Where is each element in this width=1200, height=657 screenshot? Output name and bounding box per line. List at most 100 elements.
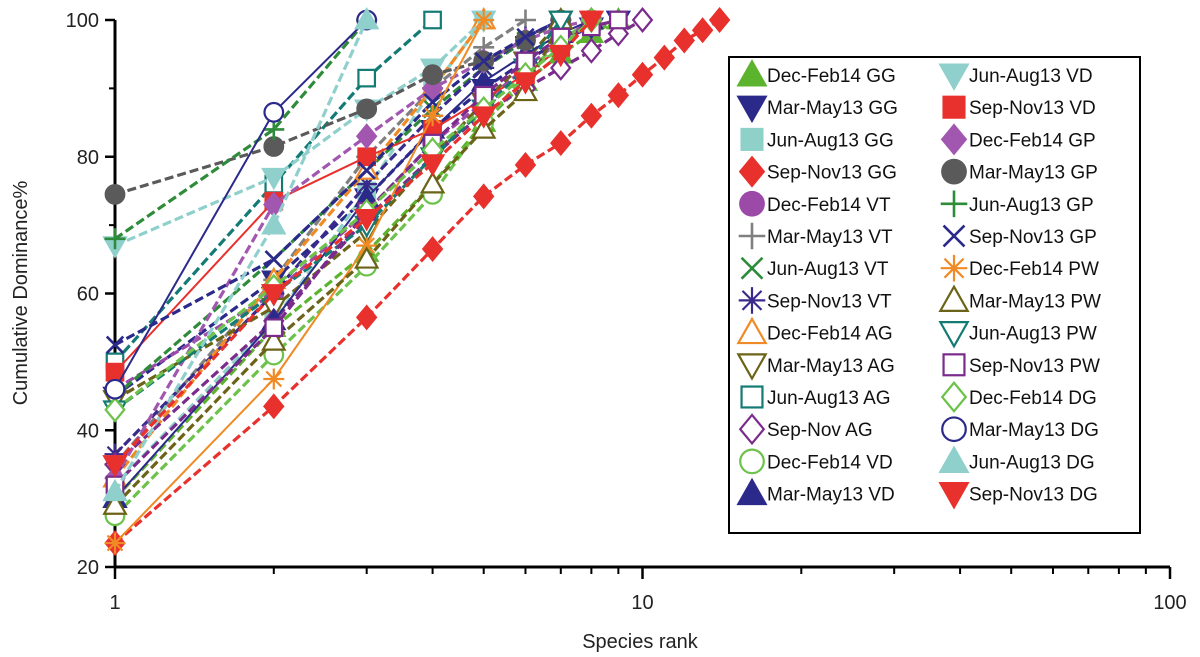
- data-point: [548, 44, 574, 68]
- x-tick-label: 1: [109, 592, 120, 614]
- series-line: [113, 19, 485, 487]
- y-tick-label: 20: [77, 557, 99, 579]
- data-point: [264, 318, 284, 338]
- legend-marker: [739, 190, 765, 217]
- data-point: [550, 54, 572, 81]
- x-tick-label: 100: [1153, 592, 1186, 614]
- legend-item: Sep-Nov13 GP: [942, 224, 1097, 248]
- legend-marker: [942, 224, 966, 248]
- data-point: [102, 492, 128, 515]
- series-line: [113, 18, 562, 398]
- data-point: [355, 123, 378, 150]
- series-27: [102, 10, 605, 478]
- data-point: [104, 183, 126, 205]
- data-point: [691, 17, 714, 44]
- data-point: [580, 37, 603, 64]
- legend-marker: [736, 353, 768, 381]
- legend-marker: [738, 413, 766, 446]
- data-point: [609, 10, 628, 30]
- data-point: [421, 236, 444, 263]
- legend-marker: [740, 127, 764, 151]
- legend-label: Mar-May13 GG: [767, 98, 898, 119]
- data-point: [355, 304, 378, 331]
- legend-marker: [738, 287, 766, 314]
- data-point: [607, 20, 630, 47]
- data-point: [263, 368, 285, 390]
- legend-item: Mar-May13 DG: [941, 416, 1099, 443]
- legend-label: Mar-May13 GP: [969, 163, 1098, 184]
- legend-marker: [740, 385, 764, 409]
- legend-marker: [940, 123, 968, 156]
- data-point: [264, 250, 283, 269]
- legend-marker: [738, 222, 766, 250]
- legend-item: Jun-Aug13 VT: [740, 256, 889, 280]
- legend-label: Jun-Aug13 GP: [969, 195, 1094, 216]
- data-point: [263, 136, 285, 157]
- data-point: [357, 68, 377, 88]
- data-point: [263, 393, 285, 420]
- series-20: [104, 9, 495, 554]
- data-point: [261, 328, 287, 351]
- data-point: [550, 130, 572, 157]
- data-point: [105, 335, 125, 354]
- legend-marker: [940, 381, 968, 413]
- data-point: [102, 455, 128, 478]
- legend-label: Sep-Nov13 DG: [969, 485, 1098, 506]
- legend-item: Jun-Aug13 DG: [938, 445, 1095, 473]
- legend-item: Dec-Feb14 VD: [739, 448, 893, 475]
- legend-item: Sep-Nov13 GG: [738, 155, 897, 188]
- y-tick-label: 60: [77, 284, 99, 306]
- legend-marker: [941, 416, 967, 443]
- y-axis-label: Cumulative Dominance%: [10, 181, 32, 406]
- data-point: [357, 161, 376, 180]
- y-tick-label: 100: [66, 10, 99, 32]
- legend-item: Mar-May13 VT: [738, 222, 893, 250]
- legend-item: Jun-Aug13 VD: [938, 63, 1093, 91]
- y-tick-label: 80: [77, 147, 99, 169]
- legend-marker: [739, 448, 765, 475]
- legend-item: Jun-Aug13 AG: [740, 385, 891, 409]
- legend: Dec-Feb14 GG Mar-May13 GG Jun-Aug13 GG Sep-…: [728, 56, 1141, 534]
- data-point: [104, 228, 126, 250]
- y-tick-label: 40: [77, 420, 99, 442]
- legend-item: Dec-Feb14 GG: [736, 59, 896, 87]
- legend-marker: [942, 353, 966, 377]
- legend-marker: [938, 284, 970, 312]
- series-line: [114, 19, 563, 411]
- legend-marker: [740, 256, 764, 280]
- legend-label: Sep-Nov13 GP: [969, 227, 1097, 248]
- legend-marker: [738, 155, 766, 188]
- legend-label: Dec-Feb14 GP: [969, 130, 1096, 151]
- data-point: [104, 378, 126, 400]
- legend-marker: [938, 482, 970, 510]
- legend-item: Sep-Nov13 PW: [942, 353, 1100, 377]
- data-point: [631, 7, 654, 33]
- data-point: [423, 10, 442, 30]
- series-3: [104, 7, 731, 557]
- legend-item: Dec-Feb14 PW: [940, 254, 1099, 282]
- data-point: [422, 64, 443, 86]
- legend-label: Mar-May13 AG: [767, 356, 895, 377]
- data-point: [353, 208, 380, 232]
- legend-label: Dec-Feb14 GG: [767, 66, 896, 87]
- data-point: [419, 154, 446, 177]
- legend-item: Jun-Aug13 GP: [940, 190, 1094, 218]
- data-point: [514, 151, 537, 178]
- legend-marker: [736, 316, 768, 345]
- data-point: [419, 171, 446, 194]
- legend-item: Dec-Feb14 VT: [739, 190, 891, 217]
- legend-marker: [736, 477, 768, 506]
- data-point: [607, 82, 630, 109]
- legend-item: Dec-Feb14 AG: [736, 316, 893, 345]
- series-line: [113, 18, 434, 363]
- legend-marker: [736, 59, 768, 87]
- legend-label: Dec-Feb14 PW: [969, 259, 1099, 280]
- data-point: [261, 212, 287, 235]
- data-point: [353, 6, 380, 30]
- legend-label: Mar-May13 VT: [767, 227, 893, 248]
- series-line: [114, 18, 563, 401]
- data-point: [653, 44, 676, 71]
- legend-label: Sep-Nov13 GG: [767, 163, 897, 184]
- plot-series: [102, 6, 731, 557]
